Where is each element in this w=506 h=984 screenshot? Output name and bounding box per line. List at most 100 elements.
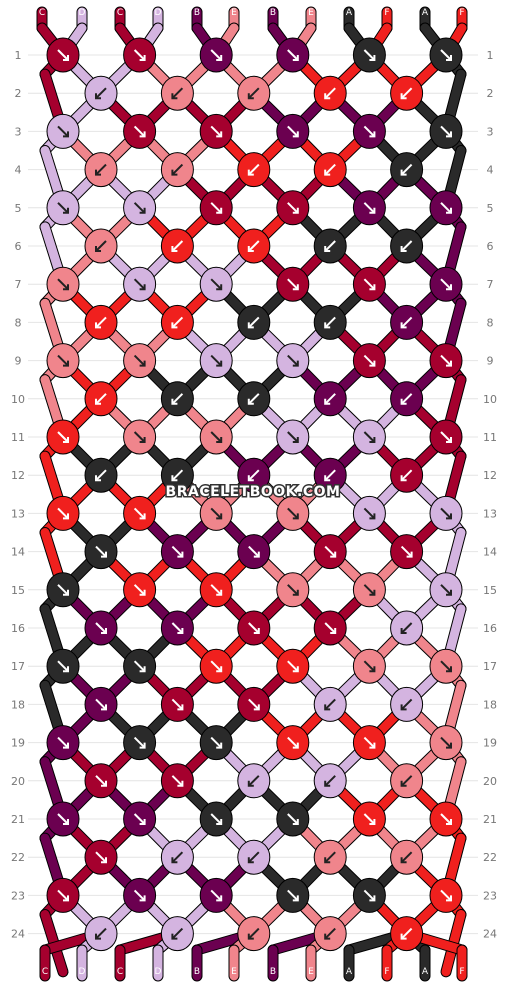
knot bbox=[276, 113, 310, 149]
knot bbox=[199, 343, 233, 379]
knot bbox=[276, 266, 310, 302]
arrow-down-right-icon bbox=[248, 622, 260, 634]
knot bbox=[390, 152, 424, 188]
strand-label-bottom: E bbox=[231, 967, 237, 977]
arrow-down-right-icon bbox=[363, 431, 376, 443]
knot bbox=[313, 686, 347, 722]
arrow-down-right-icon bbox=[133, 125, 146, 138]
knot bbox=[84, 152, 118, 188]
arrow-down-left-icon bbox=[171, 469, 184, 482]
knot bbox=[237, 686, 271, 722]
knot bbox=[199, 190, 233, 226]
knot bbox=[429, 572, 463, 608]
knot bbox=[237, 381, 271, 417]
row-number-left: 11 bbox=[11, 431, 25, 444]
arrow-down-left-icon bbox=[324, 316, 336, 329]
strand-label-bottom: A bbox=[346, 967, 353, 977]
row-number-left: 9 bbox=[15, 355, 22, 368]
knot bbox=[237, 763, 271, 799]
knot bbox=[84, 916, 118, 952]
arrow-down-right-icon bbox=[363, 202, 376, 214]
knot bbox=[429, 725, 463, 761]
row-number-left: 14 bbox=[11, 546, 25, 559]
arrow-down-right-icon bbox=[57, 813, 69, 825]
arrow-down-right-icon bbox=[287, 354, 299, 367]
knot bbox=[199, 572, 233, 608]
arrow-down-left-icon bbox=[324, 87, 336, 100]
knot bbox=[237, 534, 271, 570]
arrow-down-right-icon bbox=[210, 889, 223, 902]
knot bbox=[160, 152, 194, 188]
knot bbox=[123, 113, 157, 149]
row-number-right: 10 bbox=[483, 393, 497, 406]
arrow-down-right-icon bbox=[287, 507, 299, 520]
knot bbox=[199, 419, 233, 455]
knot bbox=[123, 343, 157, 379]
knot bbox=[160, 686, 194, 722]
row-number-right: 4 bbox=[487, 164, 494, 177]
knot bbox=[352, 419, 386, 455]
knot bbox=[390, 916, 424, 952]
arrow-down-right-icon bbox=[171, 775, 184, 787]
arrow-down-left-icon bbox=[171, 163, 184, 176]
row-number-right: 23 bbox=[483, 889, 497, 902]
knot bbox=[199, 801, 233, 837]
arrow-down-right-icon bbox=[133, 507, 146, 520]
knot-grid bbox=[46, 37, 463, 952]
row-number-right: 1 bbox=[487, 49, 494, 62]
arrow-down-left-icon bbox=[247, 393, 260, 405]
arrow-down-right-icon bbox=[210, 507, 223, 520]
arrow-down-right-icon bbox=[133, 813, 146, 825]
arrow-down-right-icon bbox=[210, 431, 223, 443]
arrow-down-right-icon bbox=[287, 813, 299, 825]
arrow-down-right-icon bbox=[133, 202, 146, 214]
knot bbox=[84, 839, 118, 875]
arrow-down-left-icon bbox=[247, 163, 260, 176]
arrow-down-left-icon bbox=[171, 927, 184, 940]
arrow-down-left-icon bbox=[247, 87, 260, 100]
knot bbox=[352, 877, 386, 913]
knot bbox=[199, 725, 233, 761]
arrow-down-right-icon bbox=[287, 278, 299, 291]
strand-label-top: C bbox=[117, 8, 123, 18]
knot bbox=[390, 763, 424, 799]
knot bbox=[313, 457, 347, 493]
knot bbox=[46, 495, 80, 531]
row-number-left: 3 bbox=[15, 125, 22, 138]
knot bbox=[390, 304, 424, 340]
arrow-down-right-icon bbox=[440, 49, 452, 61]
knot bbox=[352, 801, 386, 837]
arrow-down-left-icon bbox=[95, 927, 107, 940]
knot bbox=[429, 190, 463, 226]
knot bbox=[46, 725, 80, 761]
knot bbox=[123, 801, 157, 837]
arrow-down-right-icon bbox=[133, 736, 146, 749]
arrow-down-right-icon bbox=[363, 507, 376, 520]
row-number-left: 19 bbox=[11, 737, 25, 750]
arrow-down-left-icon bbox=[171, 87, 184, 100]
row-number-left: 10 bbox=[11, 393, 25, 406]
knot bbox=[390, 839, 424, 875]
arrow-down-right-icon bbox=[210, 278, 223, 291]
arrow-down-right-icon bbox=[133, 49, 146, 61]
strand-label-top: E bbox=[308, 8, 314, 18]
knot bbox=[123, 37, 157, 73]
strand-label-bottom: B bbox=[270, 967, 276, 977]
arrow-down-right-icon bbox=[287, 736, 299, 749]
strand-label-bottom: A bbox=[422, 967, 429, 977]
row-number-right: 8 bbox=[487, 316, 494, 329]
arrow-down-right-icon bbox=[171, 698, 184, 711]
arrow-down-right-icon bbox=[287, 431, 299, 443]
knot bbox=[313, 381, 347, 417]
arrow-down-left-icon bbox=[171, 851, 184, 864]
strand-label-top: D bbox=[79, 8, 86, 18]
strand-label-top: A bbox=[422, 8, 429, 18]
knot bbox=[276, 495, 310, 531]
arrow-down-right-icon bbox=[440, 278, 452, 291]
knot bbox=[84, 75, 118, 111]
strand-label-top: F bbox=[384, 8, 389, 18]
knot bbox=[123, 725, 157, 761]
arrow-down-right-icon bbox=[95, 698, 107, 711]
knot bbox=[276, 343, 310, 379]
strand-label-bottom: E bbox=[308, 967, 314, 977]
